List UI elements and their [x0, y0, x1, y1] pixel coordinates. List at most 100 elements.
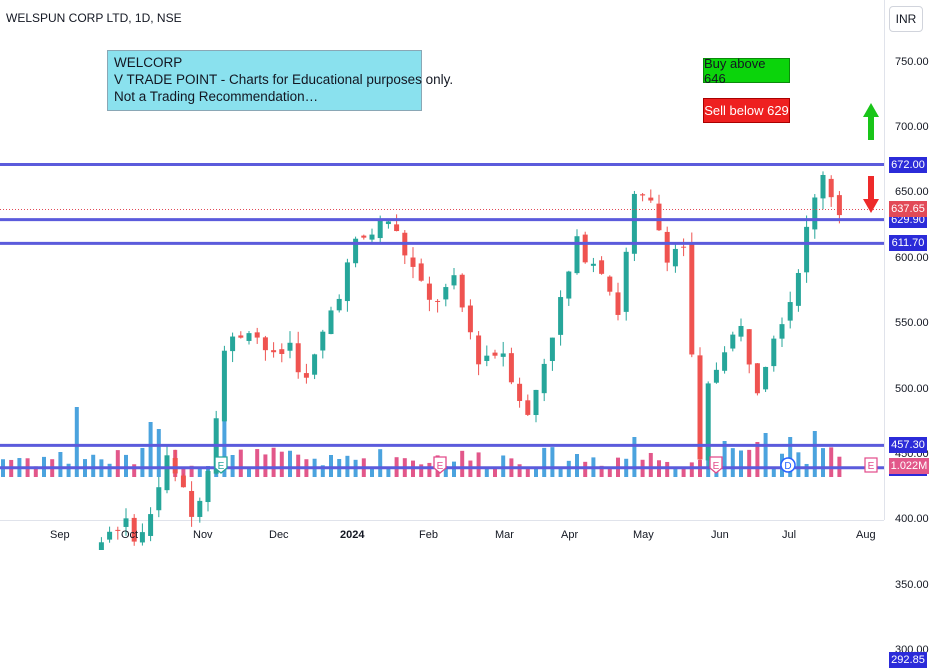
- candle-body: [828, 178, 834, 198]
- candle-body: [443, 287, 449, 300]
- volume-bar: [599, 465, 604, 477]
- time-tick: Mar: [495, 529, 514, 541]
- candle-body: [697, 355, 703, 460]
- note-line-2: V TRADE POINT - Charts for Educational p…: [114, 72, 454, 87]
- time-tick: Aug: [856, 529, 876, 541]
- level-price-label: 457.30: [889, 437, 927, 454]
- volume-bar: [247, 468, 251, 477]
- time-tick: Feb: [419, 529, 438, 541]
- candle-body: [820, 174, 826, 199]
- candle-body: [787, 302, 793, 321]
- candle-body: [631, 193, 637, 254]
- volume-bar: [558, 468, 563, 477]
- volume-bar: [288, 450, 292, 477]
- earnings-marker: [864, 457, 878, 473]
- candle-body: [812, 197, 818, 230]
- volume-bar: [755, 442, 760, 477]
- candle-body: [836, 195, 842, 216]
- candle-body: [369, 234, 375, 240]
- volume-bar: [460, 450, 465, 477]
- volume-bar: [550, 447, 555, 477]
- time-tick: Sep: [50, 529, 70, 541]
- candle-body: [795, 272, 801, 306]
- volume-bar: [419, 464, 424, 477]
- candles: [98, 171, 842, 550]
- volume-bar: [501, 455, 506, 477]
- candle-body: [172, 458, 178, 474]
- price-tick: 750.00: [895, 55, 929, 68]
- candle-body: [738, 325, 744, 337]
- candle-body: [558, 297, 564, 335]
- volume-label: 1.022M: [889, 458, 929, 474]
- price-tick: 550.00: [895, 317, 929, 330]
- candle-body: [328, 310, 334, 335]
- candle-body: [492, 352, 498, 356]
- candle-body: [262, 337, 268, 351]
- volume-bar: [181, 467, 186, 477]
- volume-bar: [771, 466, 776, 477]
- volume-bar: [788, 437, 793, 477]
- volume-bar: [189, 465, 194, 477]
- chart-title: WELSPUN CORP LTD, 1D, NSE: [6, 11, 182, 25]
- price-tick: 700.00: [895, 120, 929, 133]
- candle-body: [435, 300, 441, 302]
- up-arrow: [863, 103, 879, 140]
- volume-bar: [689, 462, 694, 477]
- volume-bar: [279, 451, 284, 477]
- candle-body: [640, 194, 646, 196]
- buy-signal-label: Buy above 646: [703, 56, 790, 86]
- signal-arrows: [863, 103, 879, 213]
- candle-body: [533, 389, 539, 416]
- candle-body: [295, 343, 301, 373]
- candle-body: [763, 366, 769, 390]
- volume-bar: [255, 449, 260, 477]
- candle-body: [279, 349, 285, 354]
- volume-bar: [484, 467, 489, 477]
- candle-body: [672, 248, 678, 267]
- candle-body: [599, 260, 605, 274]
- candle-body: [230, 336, 236, 352]
- volume-bar: [132, 464, 137, 477]
- volume-bar: [443, 466, 448, 477]
- time-tick: Jul: [782, 529, 797, 541]
- candle-body: [139, 532, 145, 543]
- volume-bar: [534, 466, 538, 477]
- volume-bar: [66, 463, 71, 477]
- candle-body: [656, 203, 662, 231]
- candle-body: [623, 251, 629, 312]
- volume-bar: [197, 467, 202, 477]
- volume-bar: [632, 437, 637, 477]
- marker-letter: E: [218, 461, 225, 472]
- candle-body: [500, 353, 506, 357]
- volume-bar: [238, 449, 243, 477]
- volume-bar: [140, 447, 145, 477]
- volume-bar: [517, 464, 522, 477]
- marker-letter: E: [868, 461, 875, 472]
- candle-body: [566, 271, 572, 299]
- candle-body: [746, 329, 752, 365]
- candle-body: [246, 333, 252, 341]
- candle-body: [180, 475, 186, 488]
- currency-button[interactable]: INR: [889, 6, 923, 32]
- note-line-3: Not a Trading Recommendation…: [114, 89, 319, 104]
- candle-body: [722, 352, 728, 371]
- candle-body: [107, 531, 113, 540]
- time-tick: Dec: [269, 529, 289, 541]
- current-price-label: 637.65: [889, 201, 927, 218]
- time-tick: May: [633, 529, 654, 541]
- volume-bar: [320, 465, 325, 477]
- candle-body: [730, 334, 736, 349]
- level-price-label: 611.70: [889, 235, 927, 252]
- candle-body: [189, 490, 195, 517]
- candle-body: [148, 514, 154, 536]
- volume-bar: [812, 431, 817, 477]
- candle-body: [705, 383, 711, 461]
- volume-bar: [271, 447, 276, 477]
- candle-body: [164, 455, 170, 491]
- time-tick: Oct: [121, 529, 139, 541]
- candle-body: [754, 363, 760, 394]
- candle-body: [361, 235, 367, 238]
- volume-bar: [230, 455, 235, 477]
- earnings-marker: [214, 456, 228, 474]
